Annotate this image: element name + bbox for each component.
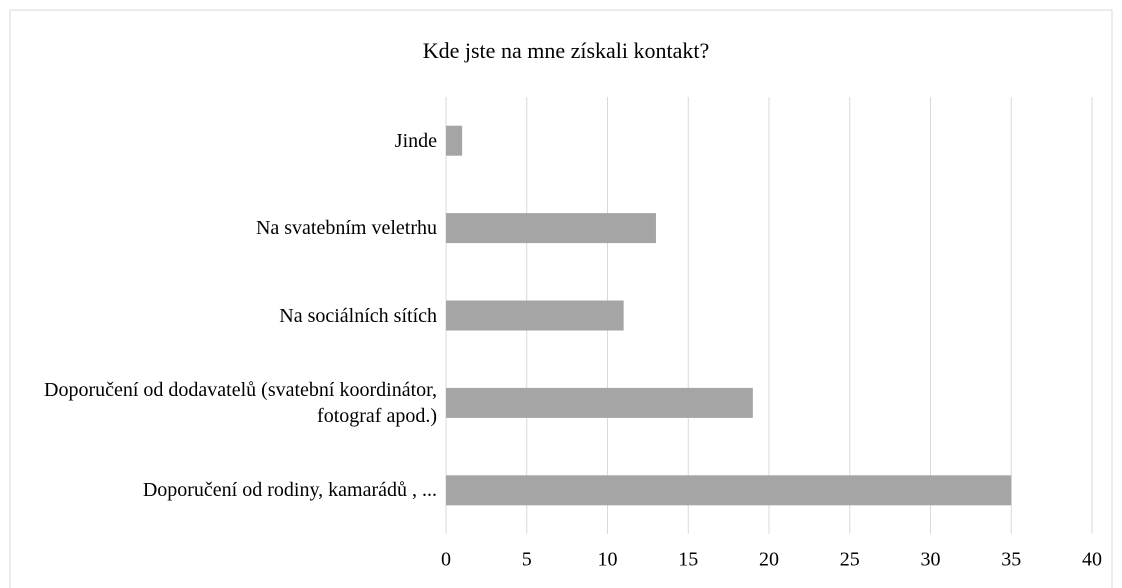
chart-title: Kde jste na mne získali kontakt? xyxy=(423,38,710,63)
x-tick-label: 0 xyxy=(441,549,451,571)
y-tick-label: Na sociálních sítích xyxy=(279,304,437,327)
y-tick-label: Jinde xyxy=(394,129,437,152)
bar xyxy=(446,213,656,244)
y-tick-label: Doporučení od rodiny, kamarádů , ... xyxy=(142,479,437,502)
x-tick-label: 5 xyxy=(522,549,532,571)
x-tick-label: 30 xyxy=(921,549,941,571)
bar xyxy=(446,475,1012,506)
y-tick-label: Na svatebním veletrhu xyxy=(255,217,437,240)
x-tick-label: 10 xyxy=(598,549,618,571)
x-tick-label: 35 xyxy=(1001,549,1021,571)
x-tick-label: 25 xyxy=(840,549,860,571)
y-tick-label: Doporučení od dodavatelů (svatební koord… xyxy=(44,378,437,427)
bar xyxy=(446,125,463,156)
bar xyxy=(446,387,753,418)
bar xyxy=(446,300,624,331)
x-tick-label: 20 xyxy=(759,549,779,571)
x-tick-label: 15 xyxy=(678,549,698,571)
x-tick-label: 40 xyxy=(1082,549,1102,571)
